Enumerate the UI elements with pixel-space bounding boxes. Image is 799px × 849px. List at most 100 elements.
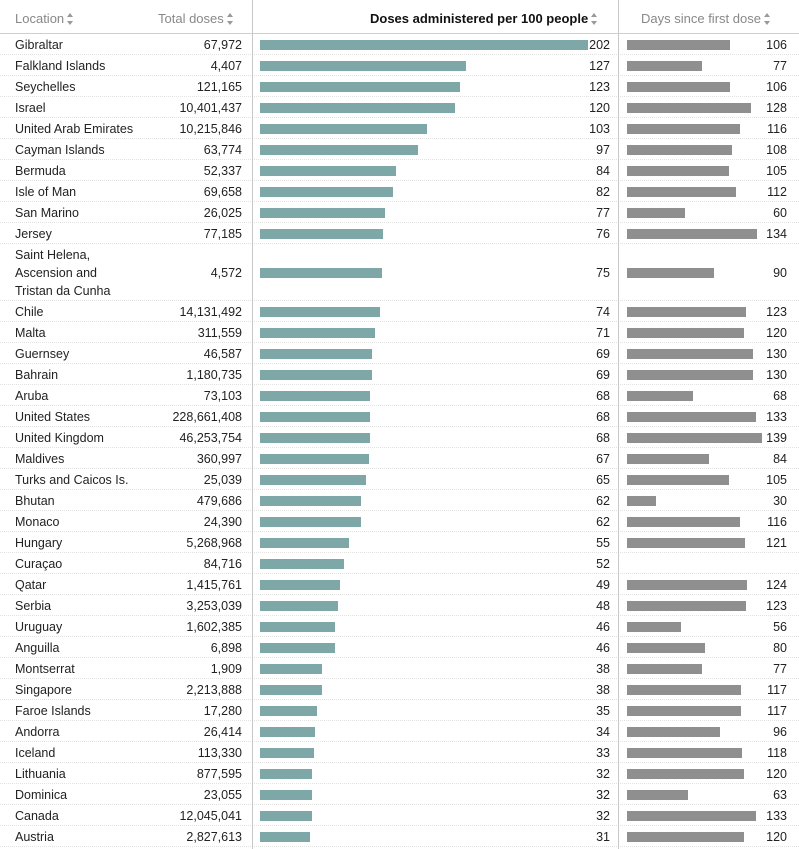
per100-bar xyxy=(260,475,366,485)
header-total-doses[interactable]: Total doses xyxy=(158,11,234,26)
location-cell: Seychelles xyxy=(15,80,76,94)
table-row: Faroe Islands 17,280 35 117 xyxy=(0,700,799,721)
days-bar xyxy=(627,412,756,422)
total-doses-cell: 113,330 xyxy=(197,746,242,760)
sort-arrows-icon[interactable] xyxy=(591,12,598,25)
location-cell: Andorra xyxy=(15,725,60,739)
table-row: Bermuda 52,337 84 105 xyxy=(0,160,799,181)
days-value: 128 xyxy=(766,101,787,115)
days-bar xyxy=(627,790,688,800)
total-doses-cell: 46,587 xyxy=(203,347,242,361)
total-doses-cell: 1,180,735 xyxy=(186,368,242,382)
per100-value: 75 xyxy=(596,266,610,280)
per100-value: 69 xyxy=(596,368,610,382)
sort-arrows-icon[interactable] xyxy=(226,12,234,25)
location-cell: Cayman Islands xyxy=(15,143,105,157)
per100-value: 55 xyxy=(596,536,610,550)
per100-bar xyxy=(260,307,380,317)
total-doses-cell: 1,602,385 xyxy=(186,620,242,634)
table-row: Gibraltar 67,972 202 106 xyxy=(0,34,799,55)
per100-bar xyxy=(260,769,312,779)
per100-bar xyxy=(260,391,370,401)
table-row: Canada 12,045,041 32 133 xyxy=(0,805,799,826)
table-row: Chile 14,131,492 74 123 xyxy=(0,301,799,322)
table-row: Seychelles 121,165 123 106 xyxy=(0,76,799,97)
days-bar xyxy=(627,454,709,464)
per100-bar xyxy=(260,706,317,716)
header-location[interactable]: Location xyxy=(15,11,74,26)
location-cell: Bhutan xyxy=(15,494,55,508)
total-doses-cell: 10,215,846 xyxy=(179,122,242,136)
days-value: 105 xyxy=(766,164,787,178)
location-cell: Guernsey xyxy=(15,347,70,361)
days-value: 30 xyxy=(773,494,787,508)
sort-arrows-icon[interactable] xyxy=(763,12,771,25)
per100-value: 76 xyxy=(596,227,610,241)
per100-bar xyxy=(260,664,322,674)
per100-bar xyxy=(260,61,466,71)
table-row: Jersey 77,185 76 134 xyxy=(0,223,799,244)
per100-value: 123 xyxy=(589,80,610,94)
header-days[interactable]: Days since first dose xyxy=(641,11,771,26)
days-value: 120 xyxy=(766,767,787,781)
per100-value: 52 xyxy=(596,557,610,571)
sort-arrows-icon[interactable] xyxy=(67,12,74,25)
per100-value: 31 xyxy=(596,830,610,844)
per100-value: 67 xyxy=(596,452,610,466)
days-bar xyxy=(627,307,746,317)
per100-bar xyxy=(260,538,349,548)
table-row: Monaco 24,390 62 116 xyxy=(0,511,799,532)
per100-value: 71 xyxy=(596,326,610,340)
per100-value: 32 xyxy=(596,788,610,802)
per100-bar xyxy=(260,643,335,653)
per100-bar xyxy=(260,103,455,113)
table-row: Anguilla 6,898 46 80 xyxy=(0,637,799,658)
location-cell: Montserrat xyxy=(15,662,75,676)
days-value: 68 xyxy=(773,389,787,403)
days-value: 130 xyxy=(766,347,787,361)
location-cell: Gibraltar xyxy=(15,38,63,52)
total-doses-cell: 5,268,968 xyxy=(186,536,242,550)
total-doses-cell: 25,039 xyxy=(203,473,242,487)
total-doses-cell: 2,213,888 xyxy=(186,683,242,697)
total-doses-cell: 67,972 xyxy=(203,38,242,52)
total-doses-cell: 12,045,041 xyxy=(179,809,242,823)
per100-bar xyxy=(260,727,315,737)
days-bar xyxy=(627,748,742,758)
column-divider xyxy=(252,0,253,849)
days-value: 134 xyxy=(766,227,787,241)
location-cell: Faroe Islands xyxy=(15,704,91,718)
days-value: 116 xyxy=(767,122,787,136)
table-row: Hungary 5,268,968 55 121 xyxy=(0,532,799,553)
table-row: Falkland Islands 4,407 127 77 xyxy=(0,55,799,76)
location-cell: Canada xyxy=(15,809,59,823)
days-value: 90 xyxy=(773,266,787,280)
days-bar xyxy=(627,538,745,548)
total-doses-cell: 46,253,754 xyxy=(179,431,242,445)
location-cell: Curaçao xyxy=(15,557,63,571)
total-doses-cell: 3,253,039 xyxy=(186,599,242,613)
total-doses-cell: 4,572 xyxy=(210,266,242,280)
days-bar xyxy=(627,208,685,218)
total-doses-cell: 69,658 xyxy=(203,185,242,199)
per100-value: 32 xyxy=(596,809,610,823)
days-bar xyxy=(627,391,693,401)
per100-value: 35 xyxy=(596,704,610,718)
table-row: Lithuania 877,595 32 120 xyxy=(0,763,799,784)
days-bar xyxy=(627,706,741,716)
per100-value: 46 xyxy=(596,641,610,655)
header-per100[interactable]: Doses administered per 100 people xyxy=(370,11,598,26)
per100-bar xyxy=(260,601,338,611)
days-value: 112 xyxy=(767,185,787,199)
total-doses-cell: 1,909 xyxy=(210,662,242,676)
per100-value: 103 xyxy=(589,122,610,136)
days-value: 123 xyxy=(766,305,787,319)
per100-bar xyxy=(260,82,460,92)
per100-bar xyxy=(260,412,370,422)
days-value: 80 xyxy=(773,641,787,655)
total-doses-cell: 14,131,492 xyxy=(179,305,242,319)
per100-bar xyxy=(260,208,385,218)
days-bar xyxy=(627,166,729,176)
days-value: 117 xyxy=(767,704,787,718)
table-row: Bahrain 1,180,735 69 130 xyxy=(0,364,799,385)
